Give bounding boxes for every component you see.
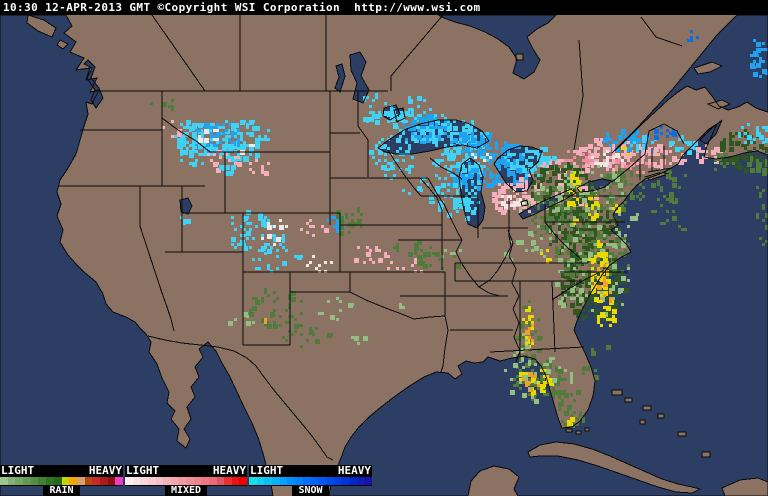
legend-mixed-colorbar — [125, 476, 247, 486]
state-province-borders — [58, 14, 685, 461]
legend-mixed-title: MIXED — [164, 486, 208, 496]
legend-rain-light-label: LIGHT — [1, 464, 35, 477]
jamaica — [701, 451, 711, 458]
florida-keys — [565, 427, 590, 435]
cuba — [527, 441, 702, 494]
legend-rain-title: RAIN — [43, 486, 80, 496]
legend-snow-light-label: LIGHT — [250, 464, 284, 477]
hispaniola-corner — [721, 477, 768, 496]
legend-snow-heavy-label: HEAVY — [337, 464, 371, 477]
legend-rain-heavy-label: HEAVY — [88, 464, 122, 477]
islands — [26, 14, 768, 496]
legend-snow-colorbar — [249, 476, 372, 486]
timestamp-copyright-bar: 10:30 12-APR-2013 GMT ©Copyright WSI Cor… — [0, 0, 768, 15]
anticosti-island — [693, 61, 724, 75]
legend-mixed-light-label: LIGHT — [126, 464, 160, 477]
legend-rain-colorbar — [0, 476, 123, 486]
legend-snow-title: SNOW — [292, 486, 329, 496]
legend-mixed: LIGHT HEAVY MIXED — [125, 465, 247, 496]
vancouver-island — [26, 14, 57, 38]
bahamas — [611, 389, 687, 437]
legend-snow: LIGHT HEAVY SNOW — [249, 465, 372, 496]
prince-edward-island — [706, 99, 732, 110]
legend-rain: LIGHT HEAVY RAIN — [0, 465, 123, 496]
legend-mixed-heavy-label: HEAVY — [212, 464, 246, 477]
